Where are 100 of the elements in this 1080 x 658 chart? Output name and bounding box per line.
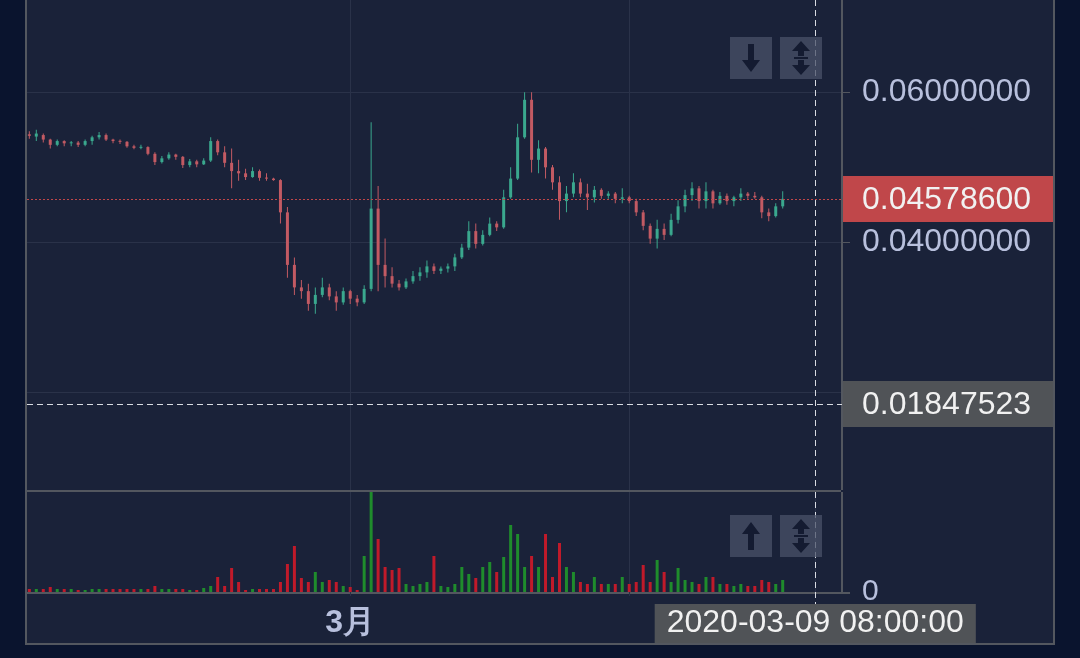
- bar: [139, 589, 143, 592]
- bar: [613, 584, 617, 592]
- bar: [251, 589, 255, 592]
- bar: [362, 556, 366, 592]
- bar: [104, 589, 108, 592]
- bar: [564, 567, 568, 592]
- bar: [648, 582, 652, 592]
- bar: [327, 580, 331, 592]
- bar: [585, 584, 589, 592]
- bar: [160, 589, 164, 592]
- bar: [411, 586, 415, 592]
- bar: [41, 589, 45, 592]
- bar: [369, 492, 373, 592]
- bar: [432, 556, 436, 592]
- bar: [467, 574, 471, 592]
- bar: [634, 582, 638, 592]
- bar: [299, 578, 303, 592]
- bar: [90, 589, 94, 592]
- bar: [711, 577, 715, 592]
- bar: [202, 588, 206, 592]
- bar: [62, 589, 66, 592]
- bar: [55, 589, 59, 592]
- bar: [627, 584, 631, 592]
- bar: [209, 586, 213, 592]
- bar: [48, 587, 52, 592]
- bar: [781, 580, 785, 592]
- bar: [474, 578, 478, 592]
- bar: [376, 539, 380, 592]
- bar: [446, 587, 450, 592]
- bar: [111, 589, 115, 592]
- bar: [306, 582, 310, 592]
- bar: [502, 557, 506, 592]
- bar: [153, 586, 157, 592]
- bar: [348, 587, 352, 592]
- bar: [404, 584, 408, 592]
- bar: [223, 586, 227, 592]
- bar: [383, 567, 387, 592]
- bar: [34, 589, 38, 592]
- bar: [118, 589, 122, 592]
- bar: [718, 584, 722, 592]
- bar: [641, 565, 645, 592]
- bar: [125, 589, 129, 592]
- bar: [767, 582, 771, 592]
- bar: [732, 586, 736, 592]
- bar: [676, 568, 680, 592]
- bar: [278, 582, 282, 592]
- bar: [523, 567, 527, 592]
- bar: [334, 582, 338, 592]
- bar: [551, 577, 555, 592]
- bar: [230, 568, 234, 592]
- bar: [181, 589, 185, 592]
- bar: [174, 589, 178, 592]
- bar: [760, 580, 764, 592]
- bar: [460, 567, 464, 592]
- bar: [341, 586, 345, 592]
- bar: [237, 582, 241, 592]
- bar: [97, 589, 101, 592]
- bar: [453, 584, 457, 592]
- bar: [530, 556, 534, 592]
- bar: [592, 577, 596, 592]
- bar: [739, 584, 743, 592]
- x-tick-label: 3月: [325, 603, 376, 640]
- bar: [167, 589, 171, 592]
- bar: [216, 577, 220, 592]
- bar: [599, 584, 603, 592]
- bar: [258, 589, 262, 592]
- bar: [495, 572, 499, 592]
- y-tick-label: 0.06000000: [862, 72, 1032, 109]
- bar: [697, 584, 701, 592]
- bar: [516, 534, 520, 592]
- bar: [27, 589, 31, 592]
- bar: [683, 580, 687, 592]
- ref-line-label: 0.01847523: [862, 384, 1032, 421]
- bar: [571, 572, 575, 592]
- bar: [313, 572, 317, 592]
- bar: [774, 584, 778, 592]
- bar: [488, 562, 492, 592]
- ref-line-label: 0.04578600: [862, 179, 1032, 216]
- bar: [537, 567, 541, 592]
- bar: [397, 568, 401, 592]
- bar: [285, 564, 289, 592]
- bar: [655, 560, 659, 592]
- bar: [662, 572, 666, 592]
- bar: [320, 582, 324, 592]
- bar: [578, 582, 582, 592]
- bar: [753, 586, 757, 592]
- bar: [271, 589, 275, 592]
- bar: [725, 584, 729, 592]
- bar: [557, 543, 561, 592]
- bar: [690, 582, 694, 592]
- bar: [620, 577, 624, 592]
- bar: [292, 546, 296, 592]
- bar: [704, 577, 708, 592]
- bar: [669, 582, 673, 592]
- bar: [425, 582, 429, 592]
- bar: [69, 589, 73, 592]
- bar: [146, 589, 150, 592]
- bar: [509, 525, 513, 592]
- bar: [390, 570, 394, 592]
- bar: [439, 586, 443, 592]
